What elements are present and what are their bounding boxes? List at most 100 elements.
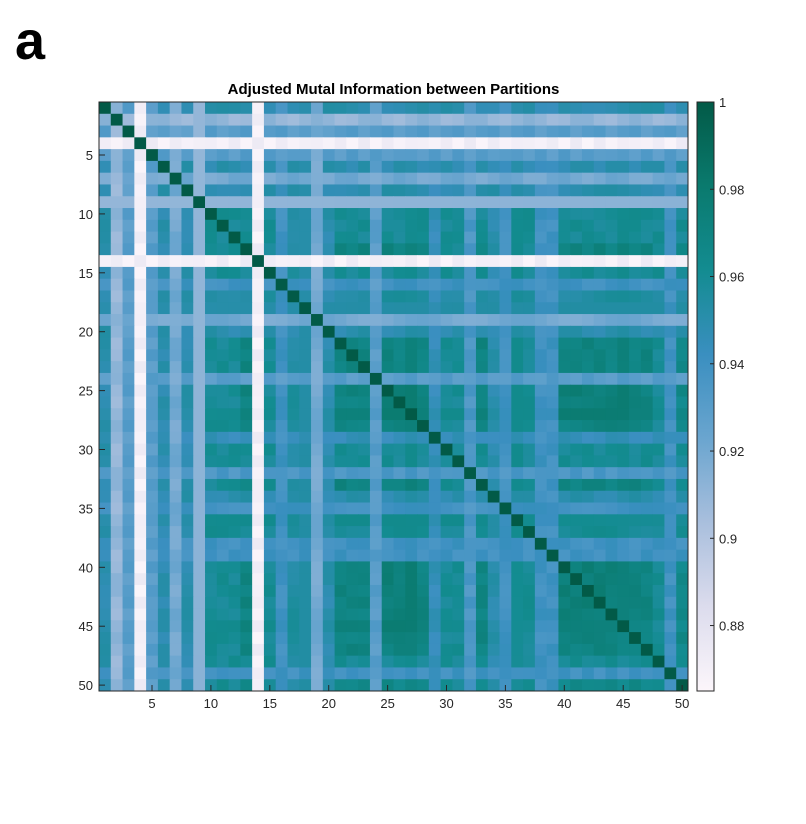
heatmap-cell bbox=[475, 302, 489, 315]
heatmap-cell bbox=[263, 420, 277, 433]
heatmap-cell bbox=[417, 667, 430, 680]
heatmap-cell bbox=[440, 137, 453, 150]
heatmap-cell bbox=[181, 396, 194, 409]
heatmap-cell bbox=[475, 219, 489, 233]
heatmap-cell bbox=[664, 349, 677, 362]
heatmap-cell bbox=[334, 149, 347, 162]
heatmap-cell bbox=[358, 620, 371, 633]
heatmap-cell bbox=[640, 372, 654, 386]
heatmap-cell bbox=[523, 420, 536, 433]
heatmap-cell bbox=[263, 655, 277, 668]
heatmap-cell bbox=[629, 608, 642, 621]
heatmap-cell bbox=[205, 243, 218, 256]
heatmap-cell bbox=[605, 537, 618, 551]
heatmap-cell bbox=[664, 526, 677, 539]
heatmap-cell bbox=[311, 149, 324, 162]
heatmap-cell bbox=[122, 667, 135, 680]
heatmap-cell bbox=[263, 596, 277, 610]
heatmap-cell bbox=[334, 184, 347, 197]
heatmap-cell bbox=[534, 349, 548, 362]
heatmap-cell bbox=[134, 549, 147, 562]
heatmap-cell bbox=[428, 113, 442, 127]
heatmap-cell bbox=[475, 537, 489, 551]
heatmap-cell bbox=[252, 514, 265, 527]
heatmap-cell bbox=[322, 219, 336, 233]
heatmap-cell bbox=[475, 455, 489, 468]
heatmap-cell bbox=[205, 113, 218, 127]
heatmap-cell bbox=[617, 149, 630, 162]
heatmap-cell bbox=[346, 514, 359, 527]
heatmap-cell bbox=[393, 679, 406, 692]
heatmap-cell bbox=[228, 632, 241, 645]
heatmap-cell bbox=[405, 526, 418, 539]
heatmap-cell bbox=[99, 314, 112, 327]
heatmap-cell bbox=[275, 255, 288, 268]
heatmap-cell bbox=[452, 160, 465, 174]
heatmap-cell bbox=[193, 502, 206, 515]
heatmap-cell bbox=[122, 243, 135, 256]
heatmap-cell bbox=[299, 596, 312, 610]
heatmap-cell bbox=[358, 102, 371, 115]
heatmap-cell bbox=[110, 608, 124, 621]
heatmap-cell bbox=[417, 467, 430, 480]
heatmap-cell bbox=[205, 349, 218, 362]
heatmap-cell bbox=[393, 490, 406, 504]
heatmap-cell bbox=[605, 255, 618, 268]
colorbar-tick-label: 0.88 bbox=[719, 619, 744, 634]
heatmap-cell bbox=[581, 608, 595, 621]
heatmap-cell bbox=[99, 620, 112, 633]
heatmap-cell bbox=[475, 632, 489, 645]
heatmap-cell bbox=[440, 208, 453, 221]
heatmap-cell bbox=[181, 172, 194, 185]
heatmap-cell bbox=[311, 290, 324, 303]
heatmap-cell bbox=[369, 431, 383, 445]
heatmap-cell bbox=[181, 443, 194, 456]
heatmap-cell bbox=[287, 149, 300, 162]
heatmap-cell bbox=[134, 526, 147, 539]
heatmap-cell bbox=[617, 384, 630, 397]
heatmap-cell bbox=[287, 396, 300, 409]
heatmap-cell bbox=[252, 478, 265, 492]
heatmap-cell bbox=[676, 478, 689, 492]
heatmap-cell bbox=[369, 467, 383, 480]
plot-frame bbox=[98, 101, 689, 692]
heatmap-cell bbox=[346, 231, 359, 244]
heatmap-cell bbox=[464, 102, 477, 115]
heatmap-cell bbox=[534, 679, 548, 692]
heatmap-cell bbox=[205, 372, 218, 386]
heatmap-cell bbox=[452, 478, 465, 492]
heatmap-cell bbox=[511, 502, 524, 515]
heatmap-cell bbox=[570, 384, 583, 397]
heatmap-cell bbox=[428, 266, 442, 280]
heatmap-cell bbox=[110, 361, 124, 374]
heatmap-cell bbox=[169, 549, 182, 562]
heatmap-cell bbox=[652, 372, 665, 386]
heatmap-cell bbox=[676, 514, 689, 527]
heatmap-cell bbox=[252, 408, 265, 421]
heatmap-cell bbox=[405, 443, 418, 456]
heatmap-cell bbox=[216, 608, 230, 621]
heatmap-cell bbox=[534, 655, 548, 668]
heatmap-cell bbox=[605, 679, 618, 692]
heatmap-cell bbox=[287, 255, 300, 268]
heatmap-cell bbox=[346, 643, 359, 657]
heatmap-cell bbox=[511, 361, 524, 374]
heatmap-cell bbox=[381, 431, 394, 445]
heatmap-cell bbox=[122, 396, 135, 409]
heatmap-cell bbox=[263, 431, 277, 445]
heatmap-cell bbox=[640, 290, 654, 303]
heatmap-cell bbox=[440, 514, 453, 527]
heatmap-cell bbox=[99, 679, 112, 692]
heatmap-cell bbox=[146, 302, 159, 315]
heatmap-cell bbox=[440, 349, 453, 362]
heatmap-cell bbox=[193, 384, 206, 397]
heatmap-cell bbox=[652, 608, 665, 621]
heatmap-cell bbox=[605, 372, 618, 386]
heatmap-cell bbox=[417, 302, 430, 315]
heatmap-cell bbox=[629, 679, 642, 692]
heatmap-cell bbox=[640, 667, 654, 680]
heatmap-cell bbox=[617, 184, 630, 197]
heatmap-cell bbox=[464, 361, 477, 374]
heatmap-cell bbox=[511, 243, 524, 256]
heatmap-cell bbox=[122, 325, 135, 339]
